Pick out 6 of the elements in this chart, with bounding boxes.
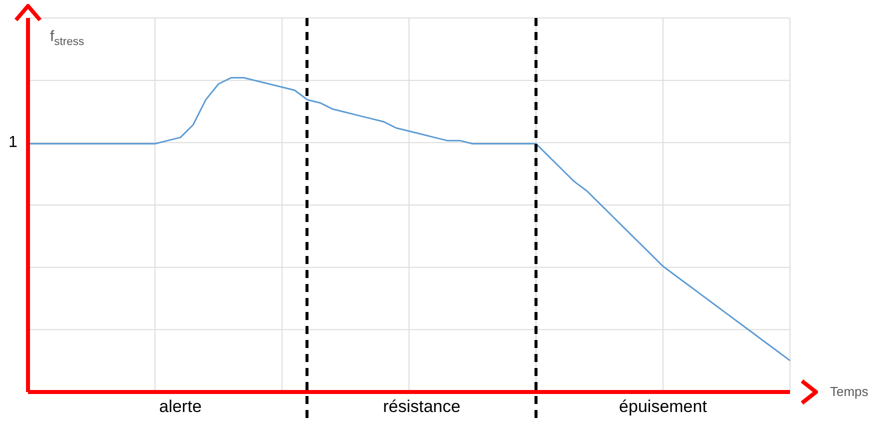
x-tick-label: résistance — [382, 397, 460, 416]
x-tick-label: alerte — [159, 397, 202, 416]
y-axis-title: f$_{stress}$ — [50, 28, 84, 48]
x-tick-label: épuisement — [619, 397, 708, 416]
x-axis-title: Temps — [830, 384, 868, 399]
text: 1 — [8, 134, 18, 151]
